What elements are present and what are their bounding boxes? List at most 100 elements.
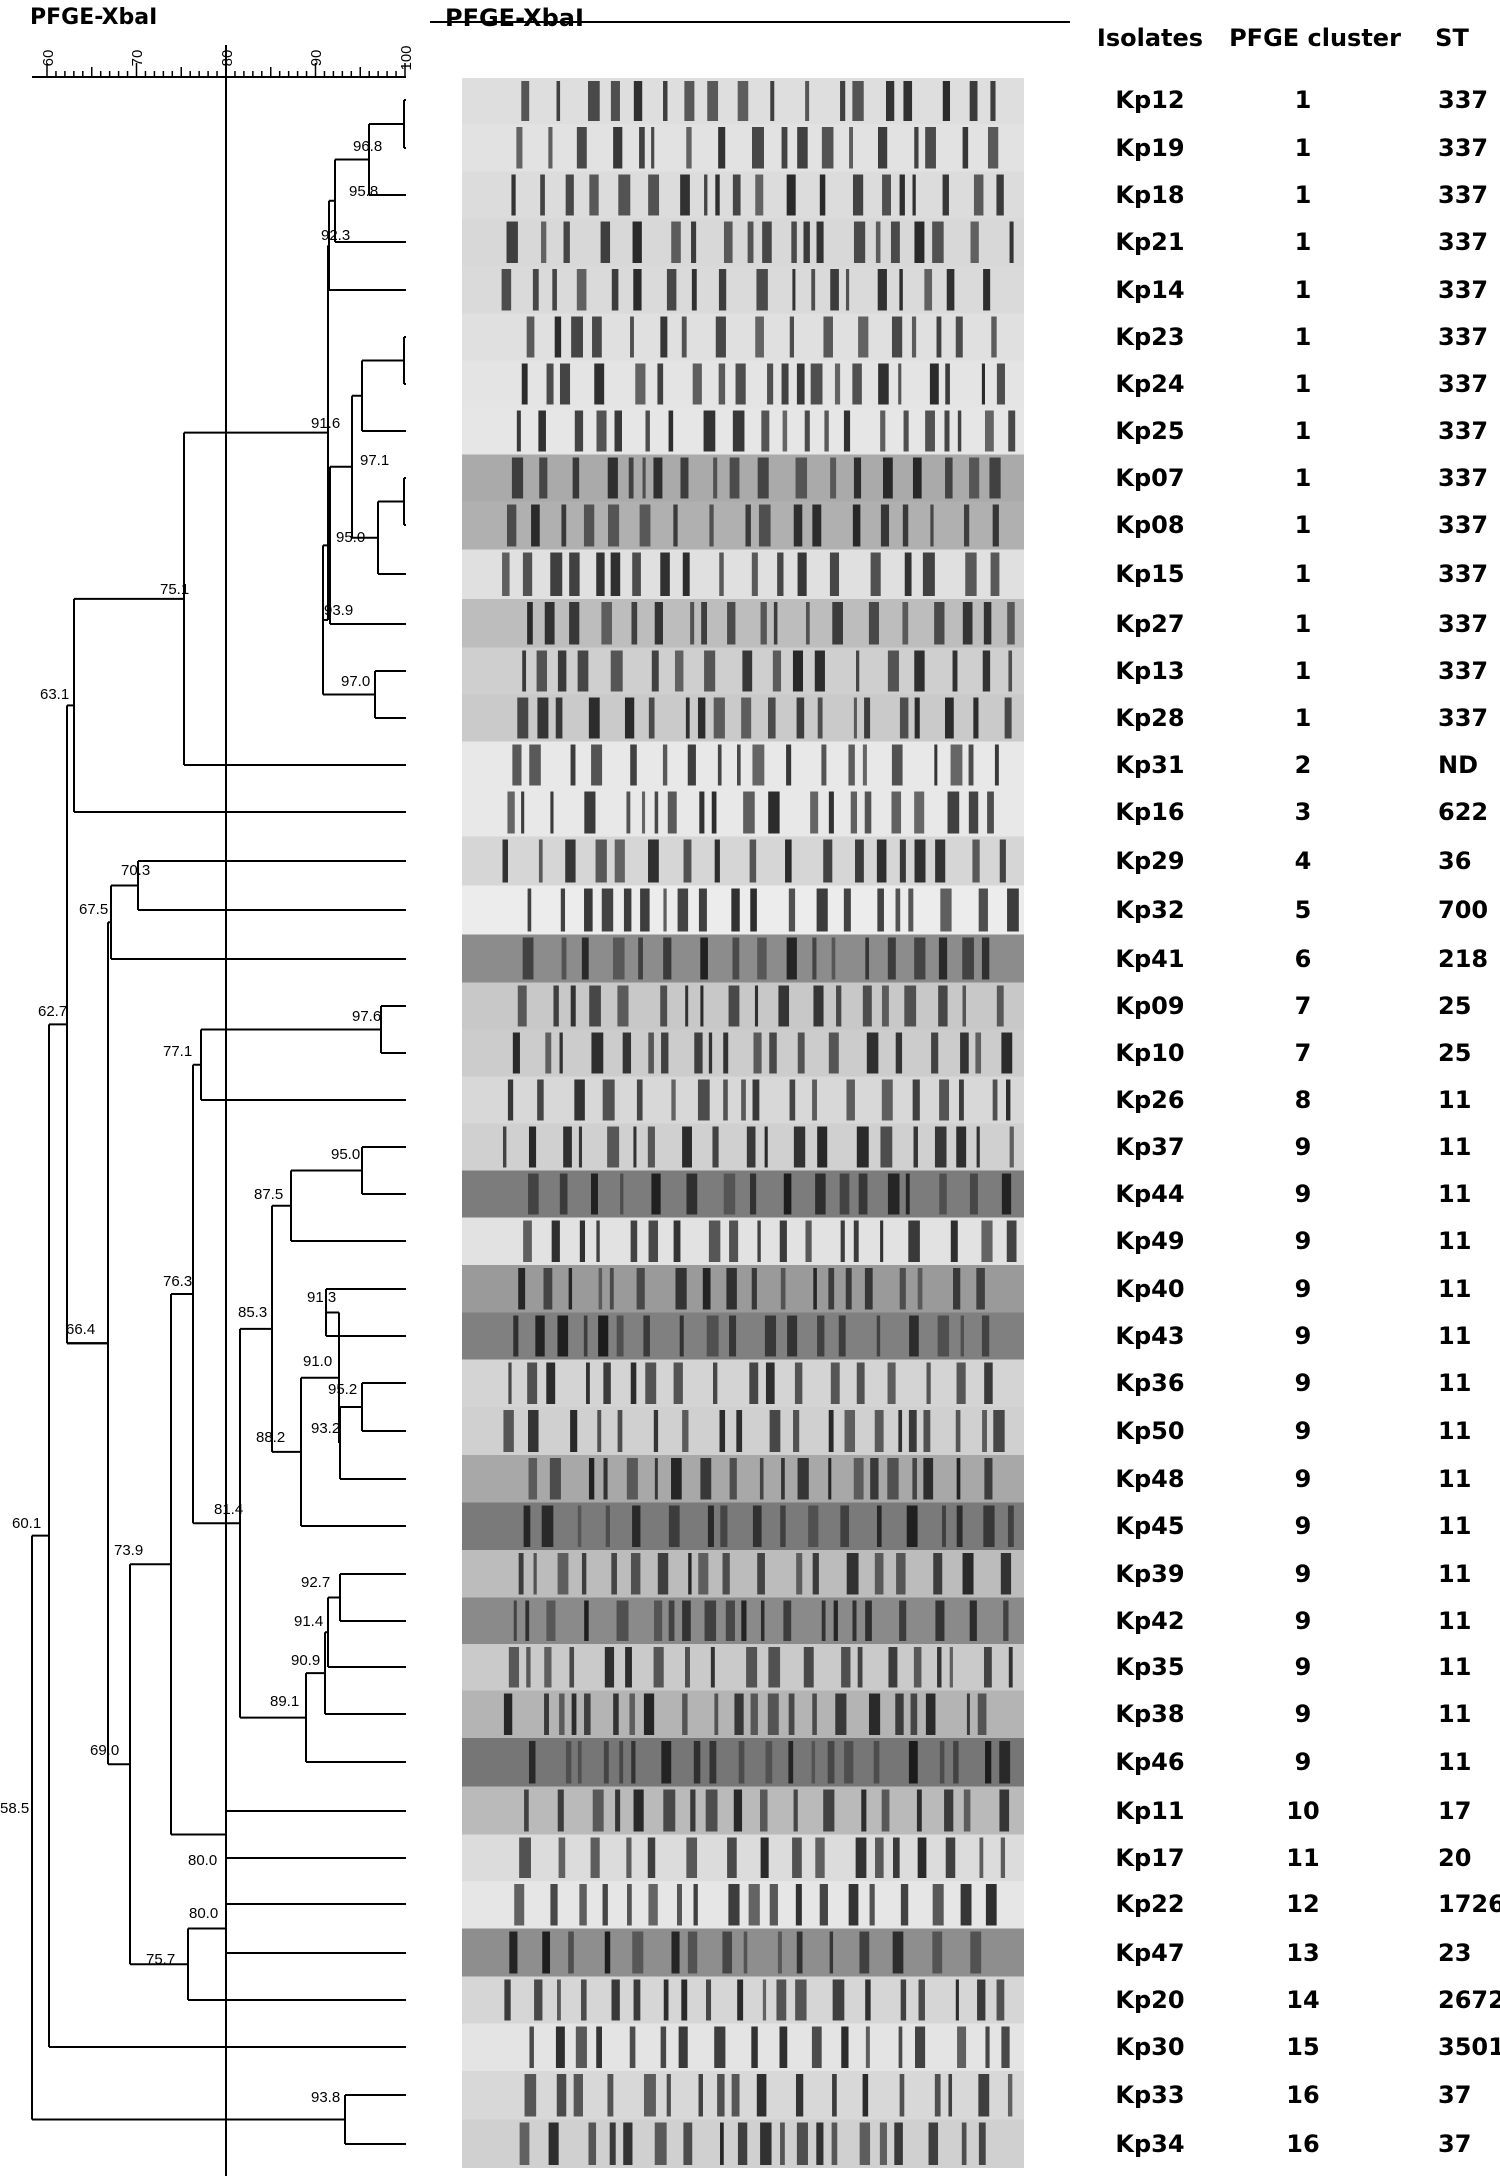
gel-band	[677, 888, 689, 932]
gel-band	[719, 1410, 726, 1452]
gel-band	[881, 985, 889, 1027]
node-label: 80.0	[188, 1852, 217, 1869]
gel-band	[597, 1410, 602, 1452]
gel-band	[812, 1693, 817, 1735]
gel-band	[639, 127, 645, 169]
gel-band	[981, 937, 990, 980]
gel-band	[815, 1837, 825, 1878]
gel-band	[750, 888, 757, 932]
gel-band	[525, 1600, 530, 1641]
gel-band	[545, 1032, 552, 1074]
isolate-name: Kp42	[1115, 1607, 1184, 1635]
gel-band	[568, 1931, 574, 1974]
pfge-cluster-value: 9	[1295, 1227, 1312, 1255]
gel-band	[654, 1600, 663, 1641]
gel-band	[595, 839, 607, 883]
gel-band	[938, 937, 948, 980]
gel-lane	[462, 2023, 1024, 2071]
gel-image	[462, 78, 1024, 2168]
gel-band	[748, 1884, 760, 1926]
node-label: 93.9	[324, 602, 353, 619]
gel-band	[710, 1647, 715, 1688]
gel-lane	[462, 2071, 1024, 2120]
isolate-name: Kp28	[1115, 704, 1184, 732]
gel-band	[914, 839, 926, 883]
node-label: 95.8	[349, 183, 378, 200]
gel-band	[983, 1505, 995, 1547]
gel-band	[594, 363, 605, 405]
gel-band	[811, 2026, 822, 2068]
gel-band	[588, 1458, 595, 1500]
gel-band	[911, 316, 917, 358]
gel-band	[533, 1553, 537, 1595]
gel-band	[963, 1789, 971, 1832]
gel-band	[979, 1837, 984, 1878]
gel-band	[523, 1220, 532, 1262]
gel-band	[671, 1458, 682, 1500]
gel-band	[996, 1979, 1005, 2021]
gel-band	[741, 697, 752, 739]
gel-band	[700, 937, 708, 980]
gel-band	[839, 1173, 850, 1215]
gel-band	[681, 1979, 688, 2021]
gel-band	[769, 1410, 781, 1452]
gel-band	[559, 1173, 568, 1215]
pfge-cluster-value: 16	[1286, 2081, 1319, 2109]
gel-band	[945, 457, 953, 499]
gel-band	[699, 791, 705, 834]
gel-band	[584, 1693, 591, 1735]
gel-band	[683, 2122, 693, 2165]
gel-band	[764, 1315, 777, 1357]
gel-band	[668, 1600, 675, 1641]
gel-band	[527, 602, 533, 645]
gel-band	[660, 316, 668, 358]
gel-band	[690, 602, 695, 645]
gel-band	[975, 1032, 982, 1074]
gel-band	[557, 1553, 569, 1595]
gel-band	[976, 1268, 985, 1310]
isolate-name: Kp37	[1115, 1133, 1184, 1161]
gel-band	[631, 602, 638, 645]
gel-band	[953, 1741, 959, 1784]
st-value: 11	[1438, 1133, 1471, 1161]
gel-band	[544, 602, 555, 645]
gel-band	[556, 81, 561, 121]
gel-band	[770, 81, 775, 121]
gel-band	[604, 1647, 615, 1688]
gel-band	[643, 2074, 656, 2117]
gel-band	[512, 1032, 520, 1074]
gel-band	[759, 1458, 764, 1500]
isolate-name: Kp44	[1115, 1180, 1184, 1208]
gel-band	[603, 1741, 609, 1784]
gel-band	[573, 2074, 583, 2117]
gel-band	[786, 744, 792, 786]
gel-band	[608, 504, 620, 547]
gel-band	[782, 410, 788, 452]
gel-band	[902, 602, 909, 645]
gel-band	[913, 1647, 922, 1688]
gel-band	[803, 221, 810, 263]
gel-band	[647, 1837, 656, 1878]
gel-band	[645, 1362, 657, 1404]
pfge-cluster-value: 1	[1295, 560, 1312, 588]
pfge-cluster-value: 15	[1286, 2033, 1319, 2061]
isolate-name: Kp38	[1115, 1700, 1184, 1728]
gel-band	[796, 1553, 803, 1595]
gel-band	[830, 269, 839, 311]
gel-band	[978, 888, 988, 932]
gel-lane	[462, 501, 1024, 550]
gel-band	[688, 1553, 692, 1595]
pfge-cluster-value: 1	[1295, 276, 1312, 304]
gel-band	[888, 1647, 898, 1688]
gel-band	[548, 127, 553, 169]
gel-band	[626, 1837, 632, 1878]
gel-band	[890, 221, 900, 263]
gel-band	[934, 744, 938, 786]
pfge-cluster-value: 4	[1295, 847, 1312, 875]
isolate-name: Kp07	[1115, 464, 1184, 492]
gel-lane	[462, 171, 1024, 219]
gel-band	[835, 1693, 847, 1735]
gel-band	[817, 1315, 825, 1357]
gel-band	[596, 1220, 600, 1262]
gel-band	[506, 504, 517, 547]
